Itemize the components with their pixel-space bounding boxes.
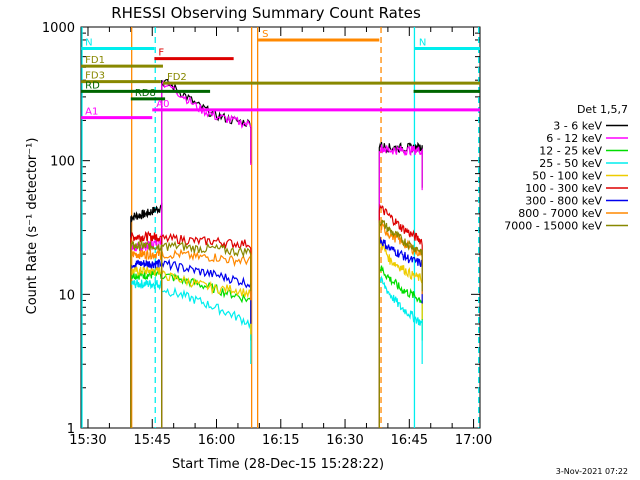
legend-label-0: 3 - 6 keV: [553, 120, 602, 133]
timestamp-label: 3-Nov-2021 07:22: [556, 467, 628, 476]
plot-area: 1 10 100 1000 15:30 15:45 16:00 16:15 16:30 16:45…: [42, 21, 492, 448]
legend-label-6: 300 - 800 keV: [525, 195, 602, 208]
legend-label-2: 12 - 25 keV: [539, 145, 602, 158]
series-800-7000kev-seg1: [161, 248, 252, 428]
x-tick-label-17:00: 17:00: [455, 433, 492, 448]
flag-label-a1-11: A1: [85, 107, 98, 118]
series-12-25kev-seg0: [130, 268, 163, 428]
legend-title: Det 1,5,7: [577, 103, 628, 116]
series-100-300kev-seg2: [378, 203, 423, 428]
flag-label-s-2: S: [262, 29, 268, 40]
flag-label-fd1-4: FD1: [85, 55, 105, 66]
y-axis-label: Count Rate (s⁻¹ detector⁻¹): [25, 138, 40, 315]
series-3-6kev-seg2: [378, 141, 423, 428]
flag-label-f-3: F: [158, 48, 164, 59]
series-25-50kev-seg0: [130, 278, 163, 428]
legend-label-4: 50 - 100 keV: [532, 170, 602, 183]
series-300-800kev-seg1: [161, 258, 252, 428]
series-25-50kev-seg2: [378, 275, 423, 428]
series-300-800kev-seg0: [130, 259, 163, 428]
series-100-300kev-seg0: [130, 230, 163, 428]
chart-title: RHESSI Observing Summary Count Rates: [111, 4, 421, 22]
series-50-100kev-seg0: [130, 265, 163, 428]
series-100-300kev-seg1: [161, 232, 252, 428]
y-tick-label-1000: 1000: [42, 21, 75, 36]
y-tick-label-100: 100: [50, 155, 75, 170]
series-7000-15000kev-seg0: [130, 239, 163, 428]
legend-label-7: 800 - 7000 keV: [518, 207, 602, 220]
x-tick-label-15:30: 15:30: [69, 433, 106, 448]
flag-label-fd2-5: FD2: [167, 72, 187, 83]
series-25-50kev-seg1: [161, 286, 252, 428]
legend-label-3: 25 - 50 keV: [539, 157, 602, 170]
flag-label-n-1: N: [419, 38, 426, 49]
series-7000-15000kev-seg1: [161, 240, 252, 428]
legend-label-1: 6 - 12 keV: [546, 132, 602, 145]
y-tick-label-10: 10: [58, 288, 75, 303]
flag-label-a0-10: A0: [156, 99, 169, 110]
series-12-25kev-seg1: [161, 272, 252, 428]
series-6-12kev-seg2: [378, 144, 423, 428]
flag-label-rd-7: RD: [85, 80, 100, 91]
y-tick-label-1: 1: [67, 422, 75, 437]
series-50-100kev-seg1: [161, 270, 252, 428]
legend-label-5: 100 - 300 keV: [525, 182, 602, 195]
series-7000-15000kev-seg2: [378, 219, 423, 428]
series-12-25kev-seg2: [378, 265, 423, 428]
x-tick-label-15:45: 15:45: [134, 433, 171, 448]
series-3-6kev-seg0: [130, 202, 163, 428]
series-800-7000kev-seg2: [378, 222, 423, 428]
x-tick-label-16:30: 16:30: [326, 433, 363, 448]
flag-label-rd8-9: RD8: [135, 88, 156, 99]
legend-label-8: 7000 - 15000 keV: [504, 220, 602, 233]
series-50-100kev-seg2: [378, 239, 423, 428]
flag-label-fd3-6: FD3: [85, 71, 105, 82]
series-300-800kev-seg2: [378, 236, 423, 428]
x-tick-label-16:45: 16:45: [391, 433, 428, 448]
x-tick-label-16:00: 16:00: [198, 433, 235, 448]
series-3-6kev-seg1: [161, 78, 252, 428]
flag-label-n-0: N: [85, 38, 92, 49]
x-axis-label: Start Time (28-Dec-15 15:28:22): [172, 457, 384, 472]
x-tick-label-16:15: 16:15: [262, 433, 299, 448]
series-800-7000kev-seg0: [130, 249, 163, 428]
